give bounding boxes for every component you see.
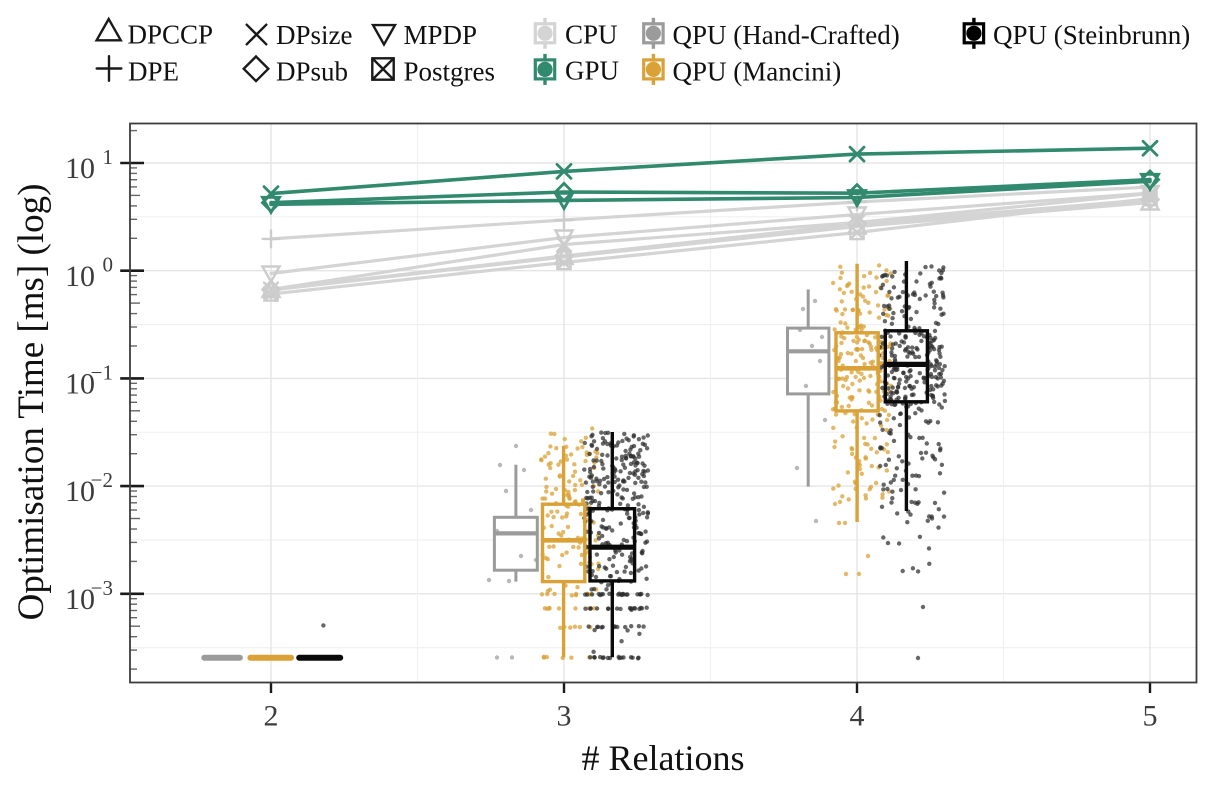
svg-text:MPDP: MPDP [404, 20, 478, 50]
svg-text:Optimisation Time [ms] (log): Optimisation Time [ms] (log) [11, 184, 52, 621]
svg-text:QPU (Hand-Crafted): QPU (Hand-Crafted) [673, 20, 900, 50]
svg-text:0: 0 [103, 253, 114, 277]
svg-text:10: 10 [65, 583, 95, 616]
svg-text:4: 4 [850, 700, 865, 733]
svg-text:3: 3 [557, 700, 572, 733]
svg-text:10: 10 [65, 368, 95, 401]
svg-text:2: 2 [264, 700, 279, 733]
svg-text:GPU: GPU [565, 56, 619, 86]
svg-text:1: 1 [103, 145, 114, 169]
svg-text:# Relations: # Relations [582, 738, 745, 778]
svg-text:DPsub: DPsub [276, 57, 348, 87]
svg-text:DPsize: DPsize [276, 20, 353, 50]
svg-text:DPE: DPE [128, 57, 179, 87]
svg-text:5: 5 [1143, 700, 1158, 733]
svg-text:10: 10 [65, 152, 95, 185]
svg-text:QPU (Mancini): QPU (Mancini) [673, 57, 842, 87]
svg-text:QPU (Steinbrunn): QPU (Steinbrunn) [993, 20, 1190, 50]
svg-text:−1: −1 [91, 360, 113, 384]
svg-text:DPCCP: DPCCP [128, 20, 214, 50]
svg-text:10: 10 [65, 475, 95, 508]
svg-text:CPU: CPU [565, 20, 618, 50]
svg-text:Postgres: Postgres [404, 57, 496, 87]
svg-text:−3: −3 [91, 576, 113, 600]
svg-text:−2: −2 [91, 468, 113, 492]
svg-text:10: 10 [65, 260, 95, 293]
